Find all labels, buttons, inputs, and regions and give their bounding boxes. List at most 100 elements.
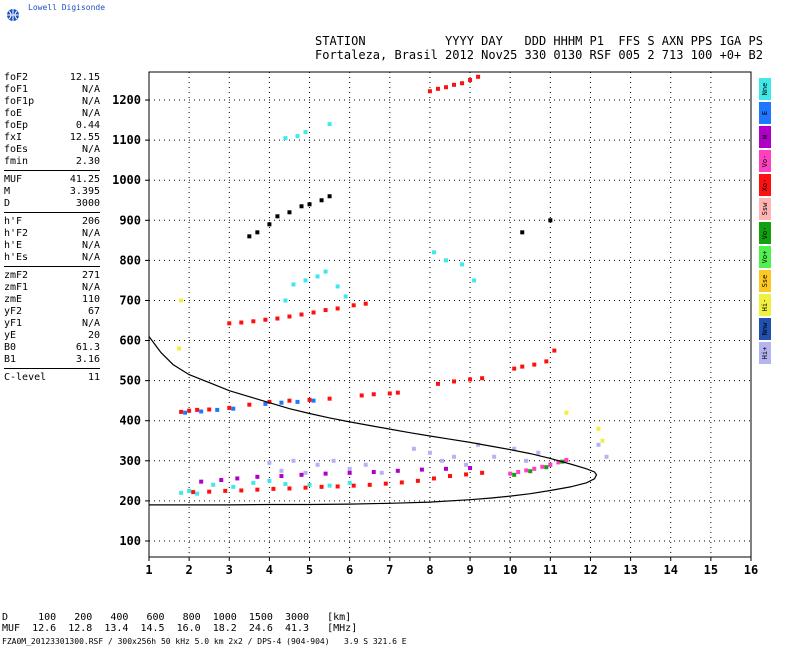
data-point xyxy=(267,222,272,227)
data-point xyxy=(452,82,457,87)
data-point xyxy=(395,390,400,395)
data-point xyxy=(287,314,292,319)
param-label: C-level xyxy=(4,372,47,383)
legend-label: Vo+ xyxy=(761,250,769,264)
param-label: foEp xyxy=(4,120,29,131)
data-point xyxy=(267,399,272,404)
data-point xyxy=(319,198,324,203)
header-values: Fortaleza, Brasil 2012 Nov25 330 0130 RS… xyxy=(315,48,763,62)
param-row: foF1p N/A xyxy=(4,96,100,108)
y-tick-label: 1100 xyxy=(112,133,141,147)
data-point xyxy=(275,316,280,321)
param-row: B1 3.16 xyxy=(4,354,100,366)
param-row: B0 61.3 xyxy=(4,342,100,354)
data-point xyxy=(371,470,376,475)
legend-swatch: Nnw xyxy=(759,318,771,340)
data-point xyxy=(231,406,236,411)
param-label: foF2 xyxy=(4,72,29,83)
param-row: h'Es N/A xyxy=(4,252,100,264)
data-point xyxy=(564,410,569,415)
param-value: 67 xyxy=(87,306,100,317)
data-point xyxy=(399,480,404,485)
data-point xyxy=(291,282,296,287)
param-label: yF1 xyxy=(4,318,23,329)
chart-curves xyxy=(148,336,598,506)
data-point xyxy=(267,460,272,465)
param-value: N/A xyxy=(81,84,100,95)
legend-swatch: Hi- xyxy=(759,294,771,316)
y-tick-label: 700 xyxy=(119,293,141,307)
param-label: h'F xyxy=(4,216,23,227)
data-point xyxy=(323,269,328,274)
data-point xyxy=(327,194,332,199)
data-point xyxy=(323,308,328,313)
param-row: yF2 67 xyxy=(4,306,100,318)
data-point xyxy=(263,317,268,322)
data-point xyxy=(472,278,477,283)
data-point xyxy=(548,462,553,467)
param-label: h'Es xyxy=(4,252,29,263)
data-point xyxy=(347,480,352,485)
data-point xyxy=(512,472,517,477)
param-label: foEs xyxy=(4,144,29,155)
legend-label: Nnw xyxy=(761,322,769,336)
param-row: zmF1 N/A xyxy=(4,282,100,294)
param-value: N/A xyxy=(81,240,100,251)
param-value: 3.395 xyxy=(69,186,100,197)
data-point xyxy=(596,442,601,447)
data-point xyxy=(307,482,312,487)
data-point xyxy=(536,450,541,455)
param-label: fmin xyxy=(4,156,29,167)
data-point xyxy=(387,391,392,396)
x-tick-label: 5 xyxy=(306,563,313,577)
data-point xyxy=(195,491,200,496)
data-point xyxy=(363,462,368,467)
param-row: fmin 2.30 xyxy=(4,156,100,168)
data-point xyxy=(443,85,448,90)
param-row: C-level 11 xyxy=(4,372,100,384)
data-point xyxy=(431,476,436,481)
legend-label: Ssw xyxy=(761,202,769,216)
param-row: foEs N/A xyxy=(4,144,100,156)
param-separator xyxy=(4,170,100,171)
data-point xyxy=(452,454,457,459)
data-point xyxy=(524,458,529,463)
data-point xyxy=(427,89,432,94)
data-point xyxy=(323,471,328,476)
data-point xyxy=(279,474,284,479)
data-point xyxy=(564,458,569,462)
data-point xyxy=(435,86,440,91)
x-tick-label: 12 xyxy=(583,563,597,577)
param-label: M xyxy=(4,186,11,197)
file-info-footer: FZA0M_20123301300.RSF / 300x256h 50 kHz … xyxy=(2,637,407,646)
y-tick-label: 1200 xyxy=(112,93,141,107)
param-value: 41.25 xyxy=(69,174,100,185)
y-tick-label: 400 xyxy=(119,414,141,428)
x-tick-label: 9 xyxy=(466,563,473,577)
data-point xyxy=(460,262,465,267)
y-tick-label: 800 xyxy=(119,253,141,267)
y-tick-label: 100 xyxy=(119,534,141,548)
data-point xyxy=(448,474,452,479)
data-point xyxy=(215,407,220,412)
data-point xyxy=(395,468,400,473)
x-tick-label: 15 xyxy=(704,563,718,577)
param-row: foE N/A xyxy=(4,108,100,120)
data-point xyxy=(275,214,280,219)
param-label: MUF xyxy=(4,174,23,185)
param-value: 2.30 xyxy=(75,156,100,167)
data-point xyxy=(464,462,469,467)
legend-swatch: Vo- xyxy=(759,150,771,172)
x-tick-label: 6 xyxy=(346,563,353,577)
legend-swatch: Sse xyxy=(759,270,771,292)
data-point xyxy=(516,470,521,475)
data-point xyxy=(255,487,260,492)
param-row: foF2 12.15 xyxy=(4,72,100,84)
logo-text: Lowell Digisonde xyxy=(28,3,106,12)
param-row: MUF 41.25 xyxy=(4,174,100,186)
data-point xyxy=(303,130,308,135)
data-point xyxy=(427,450,432,455)
data-point xyxy=(291,458,296,463)
legend-label: Nne xyxy=(761,82,769,96)
